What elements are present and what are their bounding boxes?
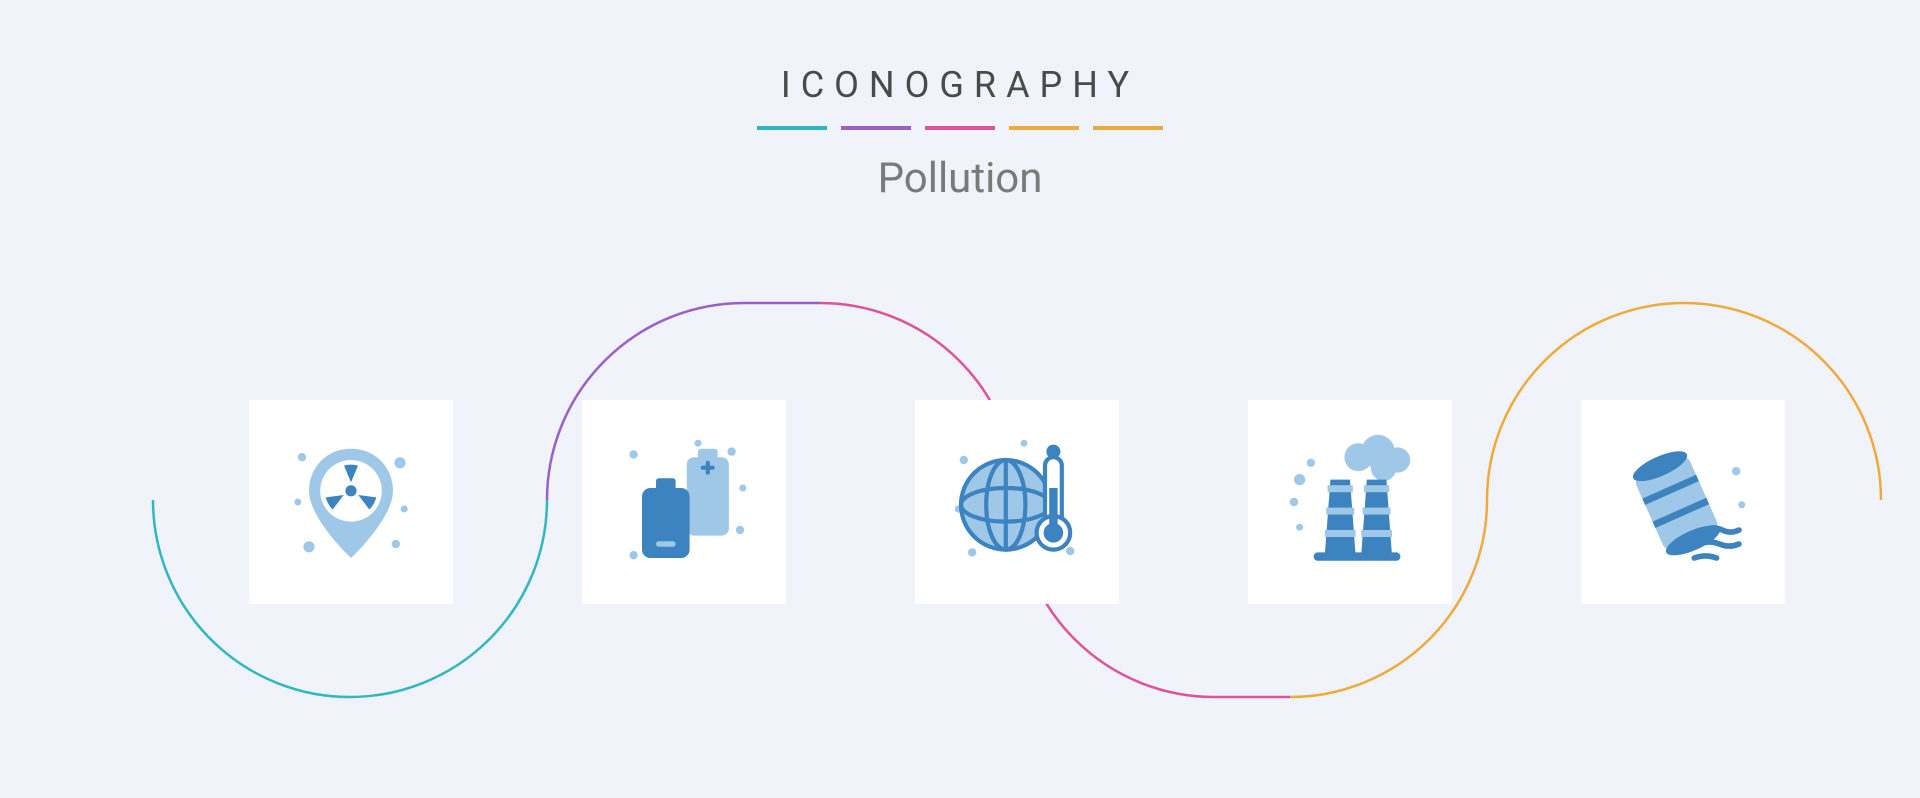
oil-barrel-spill-icon bbox=[1613, 432, 1753, 572]
batteries-icon bbox=[614, 432, 754, 572]
tile-oil-barrel-spill bbox=[1581, 400, 1785, 604]
global-warming-icon bbox=[947, 432, 1087, 572]
tile-batteries bbox=[582, 400, 786, 604]
icon-tiles bbox=[0, 0, 1920, 798]
nuclear-location-icon bbox=[281, 432, 421, 572]
factory-smoke-icon bbox=[1280, 432, 1420, 572]
tile-factory-smoke bbox=[1248, 400, 1452, 604]
tile-nuclear-location bbox=[249, 400, 453, 604]
tile-global-warming bbox=[915, 400, 1119, 604]
